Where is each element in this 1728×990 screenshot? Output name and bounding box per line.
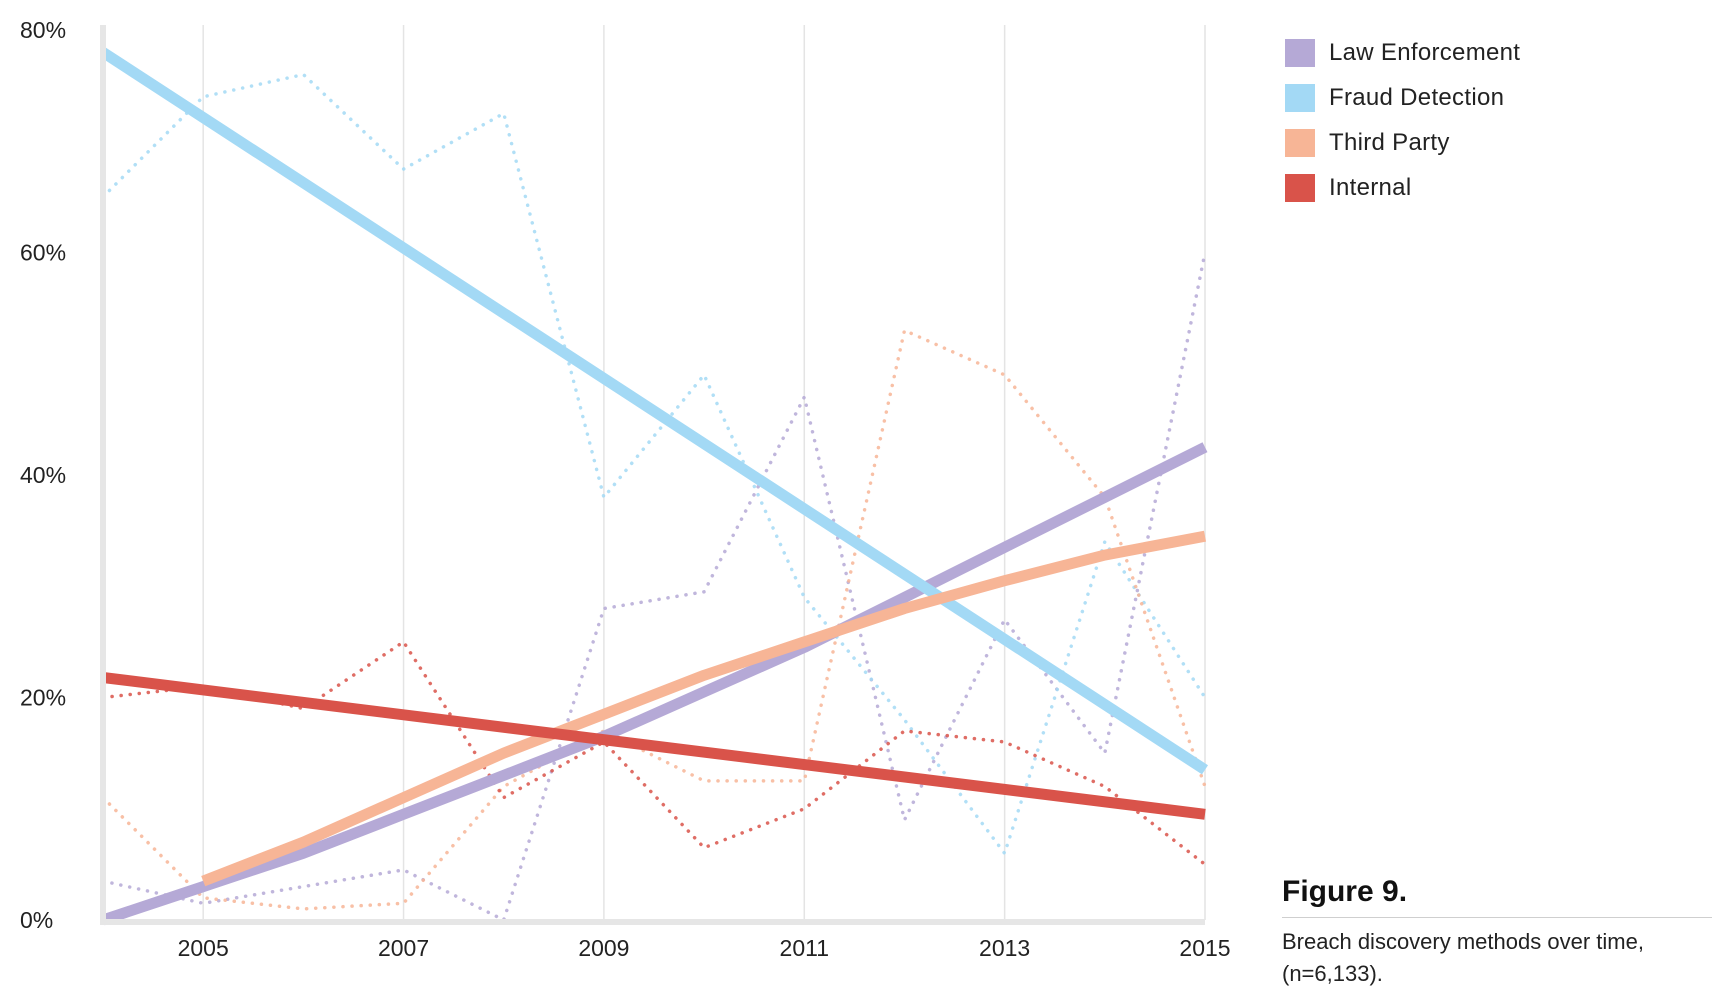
figure-caption: Figure 9. Breach discovery methods over … — [1282, 875, 1712, 990]
figure-description: Breach discovery methods over time, (n=6… — [1282, 929, 1644, 986]
y-tick-label: 40% — [20, 462, 66, 488]
legend-label: Internal — [1329, 173, 1412, 201]
legend-item-fraud-detection: Fraud Detection — [1285, 75, 1520, 120]
x-tick-label: 2005 — [178, 935, 229, 961]
legend-swatch — [1285, 173, 1315, 202]
actual-line-internal — [101, 640, 1207, 867]
y-tick-label: 80% — [20, 17, 66, 43]
legend-swatch — [1285, 83, 1315, 112]
figure-title: Figure 9. — [1282, 875, 1408, 908]
tick-labels: 2005 2007 2009 2011 2013 2015 0% 20% 40% 60% 80% — [20, 17, 1231, 961]
x-tick-label: 2013 — [979, 935, 1030, 961]
trend-line-fraud-detection — [99, 47, 1209, 775]
legend-label: Third Party — [1329, 128, 1450, 156]
legend-label: Fraud Detection — [1329, 83, 1505, 111]
trend-line-law-enforcement — [101, 442, 1208, 926]
y-tick-label: 20% — [20, 685, 66, 711]
legend-item-law-enforcement: Law Enforcement — [1285, 30, 1520, 75]
actual-series-lines — [101, 72, 1207, 922]
actual-line-law-enforcement — [101, 250, 1207, 922]
x-tick-label: 2007 — [378, 935, 429, 961]
actual-line-third-party — [101, 328, 1207, 911]
trend-series-lines — [99, 47, 1209, 926]
legend-item-third-party: Third Party — [1285, 120, 1520, 165]
y-tick-label: 60% — [20, 240, 66, 266]
y-tick-label: 0% — [20, 907, 53, 933]
axes — [100, 25, 1205, 925]
legend-swatch — [1285, 128, 1315, 157]
grid-lines — [202, 25, 1206, 920]
legend-item-internal: Internal — [1285, 165, 1520, 210]
legend-label: Law Enforcement — [1329, 38, 1521, 66]
trend-line-internal — [102, 672, 1206, 820]
trend-line-third-party — [201, 530, 1207, 887]
caption-divider — [1282, 917, 1712, 918]
actual-line-fraud-detection — [101, 72, 1207, 856]
x-tick-label: 2015 — [1179, 935, 1230, 961]
legend: Law Enforcement Fraud Detection Third Pa… — [1285, 30, 1520, 210]
x-tick-label: 2009 — [578, 935, 629, 961]
x-tick-label: 2011 — [780, 935, 829, 961]
legend-swatch — [1285, 38, 1315, 67]
